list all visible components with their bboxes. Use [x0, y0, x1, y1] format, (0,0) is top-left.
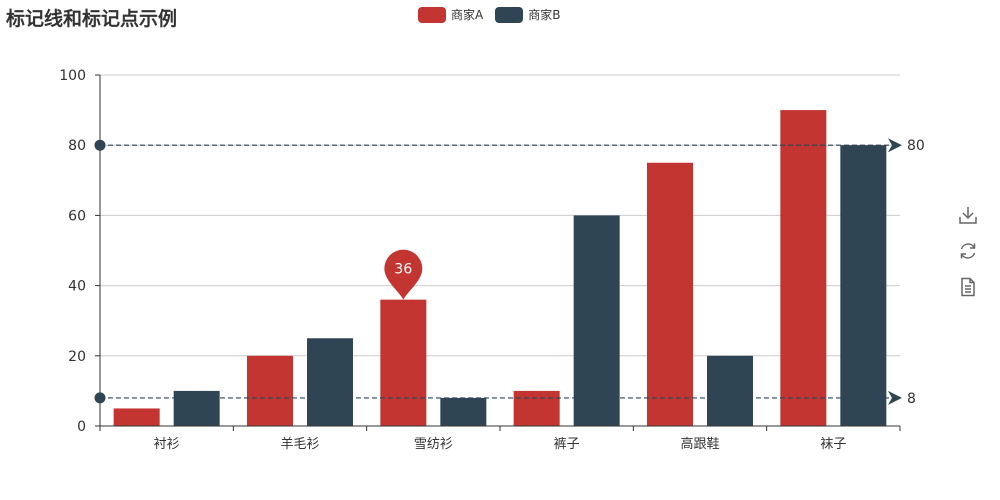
x-tick-label: 高跟鞋: [680, 436, 719, 452]
bar-series-b: [173, 390, 220, 426]
mark-lines: 80 8: [94, 138, 925, 407]
legend-item-series-a[interactable]: 商家A: [418, 6, 483, 23]
mark-points: 36: [384, 249, 423, 300]
y-tick-label: 80: [68, 138, 86, 154]
legend: 商家A 商家B: [418, 6, 560, 23]
bar-series-a: [780, 110, 827, 426]
mark-line-end-arrow: [888, 138, 902, 153]
x-tick-label: 衬衫: [154, 437, 180, 452]
bar-series-b: [707, 355, 753, 426]
legend-item-series-b[interactable]: 商家B: [495, 6, 560, 23]
mark-line-start-dot: [94, 139, 106, 151]
axes: 0 20 40 60 80 100 衬衫 羊毛衫 雪纺衫 裤子 高跟鞋 袜子: [59, 68, 901, 452]
y-tick-label: 0: [77, 419, 86, 435]
mark-point-label: 36: [394, 262, 412, 278]
y-tick-label: 60: [68, 208, 86, 224]
data-view-icon[interactable]: [957, 276, 979, 298]
refresh-icon[interactable]: [957, 240, 979, 262]
y-tick-label: 100: [59, 68, 86, 84]
bar-series-b: [840, 145, 887, 426]
download-icon[interactable]: [957, 204, 979, 226]
mark-line-label: 80: [907, 138, 925, 154]
grid-lines: [100, 74, 900, 357]
legend-label-series-b: 商家B: [528, 8, 561, 22]
bar-series-a: [380, 299, 427, 426]
toolbox: [957, 204, 979, 298]
x-tick-label: 裤子: [554, 437, 580, 452]
mark-line-start-dot: [94, 392, 106, 404]
bar-series-a: [647, 162, 693, 426]
mark-line-end-arrow: [888, 390, 902, 405]
bar-series-a: [113, 408, 160, 426]
mark-point-pin: [384, 249, 423, 300]
mark-line-label: 8: [907, 391, 916, 407]
x-tick-label: 羊毛衫: [280, 436, 319, 452]
legend-swatch-series-b: [495, 6, 524, 23]
bar-series-b: [440, 397, 487, 426]
bar-series-a: [513, 390, 560, 426]
y-tick-label: 20: [68, 349, 86, 365]
x-tick-label: 雪纺衫: [414, 437, 453, 452]
bar-series-b: [307, 338, 353, 426]
legend-swatch-series-a: [418, 6, 446, 23]
y-tick-label: 40: [68, 279, 86, 295]
chart-title: 标记线和标记点示例: [6, 8, 178, 30]
bar-series-b: [573, 215, 620, 426]
bar-series-a: [247, 355, 293, 426]
legend-label-series-a: 商家A: [451, 8, 484, 22]
x-tick-label: 袜子: [820, 437, 846, 452]
bars: [113, 110, 887, 426]
